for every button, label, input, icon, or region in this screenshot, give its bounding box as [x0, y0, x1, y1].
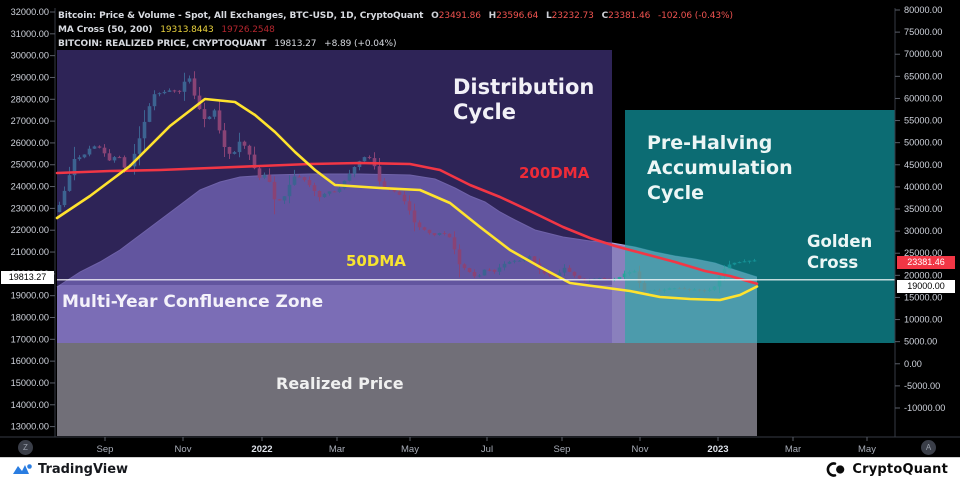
change-value: -102.06 (-0.43%) [658, 11, 733, 21]
right-scale-reset-button[interactable]: A [921, 440, 936, 455]
svg-text:Sep: Sep [97, 444, 114, 455]
tradingview-brand[interactable]: TradingView [12, 462, 128, 477]
svg-text:-10000.00: -10000.00 [904, 403, 945, 413]
high-value: 23596.64 [496, 11, 539, 21]
last-price-axis-tag: 23381.46 [897, 256, 955, 269]
svg-text:Mar: Mar [329, 444, 345, 455]
svg-text:Mar: Mar [785, 444, 801, 455]
svg-text:25000.00: 25000.00 [11, 160, 49, 170]
svg-text:23000.00: 23000.00 [11, 203, 49, 213]
svg-text:31000.00: 31000.00 [11, 29, 49, 39]
svg-text:19000.00: 19000.00 [11, 291, 49, 301]
cryptoquant-logo-icon [827, 461, 845, 477]
svg-text:40000.00: 40000.00 [904, 182, 942, 192]
svg-text:27000.00: 27000.00 [11, 116, 49, 126]
svg-text:Jul: Jul [481, 444, 493, 455]
realized-price-axis-tag: 19813.27 [1, 271, 54, 284]
svg-text:29000.00: 29000.00 [11, 72, 49, 82]
svg-text:55000.00: 55000.00 [904, 116, 942, 126]
svg-text:Nov: Nov [632, 444, 649, 455]
svg-text:45000.00: 45000.00 [904, 160, 942, 170]
svg-text:35000.00: 35000.00 [904, 204, 942, 214]
confluence-zone-label: Multi-Year Confluence Zone [62, 292, 324, 312]
svg-text:65000.00: 65000.00 [904, 71, 942, 81]
legend: Bitcoin: Price & Volume - Spot, All Exch… [58, 9, 733, 51]
svg-text:14000.00: 14000.00 [11, 400, 49, 410]
legend-row-realized-price[interactable]: BITCOIN: REALIZED PRICE, CRYPTOQUANT 198… [58, 37, 733, 51]
svg-text:5000.00: 5000.00 [904, 337, 937, 347]
close-value: 23381.46 [608, 11, 651, 21]
svg-text:30000.00: 30000.00 [11, 51, 49, 61]
svg-text:30000.00: 30000.00 [904, 226, 942, 236]
svg-text:25000.00: 25000.00 [904, 248, 942, 258]
golden-cross-label: Golden Cross [807, 232, 873, 272]
svg-text:28000.00: 28000.00 [11, 94, 49, 104]
cryptoquant-brand[interactable]: CryptoQuant [825, 462, 948, 477]
svg-text:May: May [401, 444, 419, 455]
realized-price-zone-label: Realized Price [276, 374, 404, 393]
svg-text:18000.00: 18000.00 [11, 312, 49, 322]
svg-text:0.00: 0.00 [904, 359, 922, 369]
svg-text:2023: 2023 [707, 444, 728, 455]
tradingview-logo-icon [13, 464, 32, 474]
low-value: 23232.73 [551, 11, 594, 21]
svg-text:26000.00: 26000.00 [11, 138, 49, 148]
dma200-label: 200DMA [519, 164, 590, 182]
svg-text:2022: 2022 [251, 444, 272, 455]
svg-text:10000.00: 10000.00 [904, 315, 942, 325]
cryptoquant-text: CryptoQuant [852, 461, 948, 477]
ma50-value: 19313.8443 [160, 25, 214, 35]
footer-bar: TradingView CryptoQuant [0, 457, 960, 480]
svg-text:Sep: Sep [554, 444, 571, 455]
legend-row-ma-cross[interactable]: MA Cross (50, 200) 19313.8443 19726.2548 [58, 23, 733, 37]
svg-text:50000.00: 50000.00 [904, 138, 942, 148]
left-scale-reset-button[interactable]: Z [18, 440, 33, 455]
svg-text:75000.00: 75000.00 [904, 27, 942, 37]
ma200-value: 19726.2548 [221, 25, 275, 35]
svg-text:15000.00: 15000.00 [904, 292, 942, 302]
svg-text:13000.00: 13000.00 [11, 422, 49, 432]
svg-text:60000.00: 60000.00 [904, 93, 942, 103]
svg-text:80000.00: 80000.00 [904, 5, 942, 15]
tradingview-text: TradingView [38, 461, 129, 477]
svg-text:21000.00: 21000.00 [11, 247, 49, 257]
realized-price-title: BITCOIN: REALIZED PRICE, CRYPTOQUANT [58, 39, 267, 49]
realized-price-change: +8.89 (+0.04%) [324, 39, 397, 49]
svg-text:-5000.00: -5000.00 [904, 381, 940, 391]
dma50-label: 50DMA [346, 252, 406, 270]
svg-text:22000.00: 22000.00 [11, 225, 49, 235]
level-line-axis-tag: 19000.00 [897, 280, 955, 293]
svg-text:17000.00: 17000.00 [11, 334, 49, 344]
realized-price-value: 19813.27 [274, 39, 317, 49]
svg-text:16000.00: 16000.00 [11, 356, 49, 366]
symbol-title: Bitcoin: Price & Volume - Spot, All Exch… [58, 11, 424, 21]
prehalving-accumulation-label: Pre-Halving Accumulation Cycle [647, 132, 793, 204]
svg-text:May: May [858, 444, 876, 455]
ma-cross-title: MA Cross (50, 200) [58, 25, 153, 35]
legend-row-price[interactable]: Bitcoin: Price & Volume - Spot, All Exch… [58, 11, 733, 21]
svg-text:Nov: Nov [175, 444, 192, 455]
distribution-cycle-label: Distribution Cycle [453, 75, 595, 124]
svg-text:32000.00: 32000.00 [11, 7, 49, 17]
svg-text:24000.00: 24000.00 [11, 182, 49, 192]
open-value: 23491.86 [438, 11, 481, 21]
svg-text:70000.00: 70000.00 [904, 49, 942, 59]
svg-text:20000.00: 20000.00 [904, 270, 942, 280]
svg-text:15000.00: 15000.00 [11, 378, 49, 388]
